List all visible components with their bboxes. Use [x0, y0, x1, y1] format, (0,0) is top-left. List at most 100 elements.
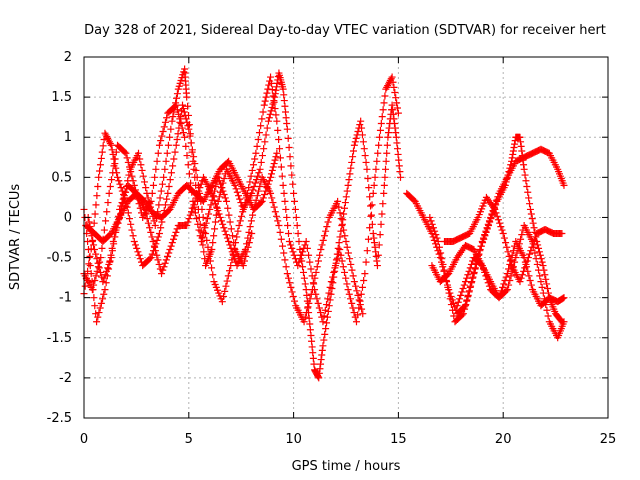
- data-point: [376, 133, 384, 141]
- data-point: [274, 126, 282, 134]
- data-point: [164, 252, 172, 260]
- data-point: [466, 264, 474, 272]
- data-point: [214, 173, 222, 181]
- data-point: [221, 227, 229, 235]
- data-point: [184, 161, 192, 169]
- data-point: [275, 136, 283, 144]
- data-point: [253, 142, 261, 150]
- data-point: [501, 276, 509, 284]
- data-point: [517, 274, 525, 282]
- data-point: [511, 258, 519, 266]
- data-point: [272, 111, 280, 119]
- data-point: [211, 218, 219, 226]
- data-point: [185, 125, 193, 133]
- data-point: [92, 201, 100, 209]
- data-point: [300, 318, 308, 326]
- data-point: [363, 247, 371, 255]
- data-point: [90, 294, 98, 302]
- data-point: [140, 178, 148, 186]
- data-point: [271, 208, 279, 216]
- data-point: [100, 226, 108, 234]
- data-point: [505, 168, 513, 176]
- data-point: [464, 271, 472, 279]
- data-point: [379, 106, 387, 114]
- data-point: [533, 260, 541, 268]
- data-point: [457, 291, 465, 299]
- data-point: [313, 295, 321, 303]
- data-point: [164, 141, 172, 149]
- data-point: [244, 243, 252, 251]
- data-point: [340, 210, 348, 218]
- data-point: [181, 111, 189, 119]
- data-point: [543, 306, 551, 314]
- data-point: [99, 295, 107, 303]
- data-point: [289, 293, 297, 301]
- data-point: [202, 219, 210, 227]
- data-point: [292, 213, 300, 221]
- data-point: [487, 215, 495, 223]
- data-point: [366, 224, 374, 232]
- data-point: [527, 247, 535, 255]
- data-point: [239, 262, 247, 270]
- data-point: [445, 289, 453, 297]
- data-point: [348, 158, 356, 166]
- data-point: [518, 271, 526, 279]
- data-point: [521, 171, 529, 179]
- data-point: [497, 223, 505, 231]
- data-point: [261, 138, 269, 146]
- data-point: [99, 278, 107, 286]
- data-point: [360, 276, 368, 284]
- data-point: [165, 183, 173, 191]
- data-point: [392, 94, 400, 102]
- data-point: [341, 199, 349, 207]
- data-point: [192, 166, 200, 174]
- data-point: [349, 153, 357, 161]
- data-point: [503, 174, 511, 182]
- data-point: [290, 197, 298, 205]
- data-point: [294, 229, 302, 237]
- data-point: [498, 226, 506, 234]
- data-point: [535, 244, 543, 252]
- data-point: [104, 264, 112, 272]
- data-point: [359, 310, 367, 318]
- data-point: [343, 187, 351, 195]
- data-point: [173, 106, 181, 114]
- data-point: [270, 203, 278, 211]
- data-point: [496, 290, 504, 298]
- data-point: [208, 264, 216, 272]
- data-point: [106, 140, 114, 148]
- data-point: [388, 73, 396, 81]
- data-point: [102, 267, 110, 275]
- data-point: [537, 278, 545, 286]
- data-point: [499, 229, 507, 237]
- data-point: [352, 282, 360, 290]
- data-point: [90, 281, 98, 289]
- data-point: [209, 239, 217, 247]
- data-point: [133, 191, 141, 199]
- data-point: [154, 149, 162, 157]
- data-point: [390, 83, 398, 91]
- data-point: [373, 157, 381, 165]
- data-point: [288, 171, 296, 179]
- data-point: [267, 189, 275, 197]
- chart-title: Day 328 of 2021, Sidereal Day-to-day VTE…: [84, 23, 606, 38]
- data-point: [367, 202, 375, 210]
- data-point: [544, 284, 552, 292]
- data-point: [90, 246, 98, 254]
- data-point: [529, 219, 537, 227]
- data-point: [220, 191, 228, 199]
- data-point: [173, 90, 181, 98]
- data-point: [522, 177, 530, 185]
- data-point: [348, 299, 356, 307]
- data-point: [440, 266, 448, 274]
- data-point: [166, 133, 174, 141]
- data-point: [495, 294, 503, 302]
- data-point: [366, 193, 374, 201]
- data-point: [321, 330, 329, 338]
- data-point: [335, 203, 343, 211]
- data-point: [182, 142, 190, 150]
- data-point: [209, 271, 217, 279]
- data-point: [358, 131, 366, 139]
- data-point: [276, 145, 284, 153]
- data-point: [98, 148, 106, 156]
